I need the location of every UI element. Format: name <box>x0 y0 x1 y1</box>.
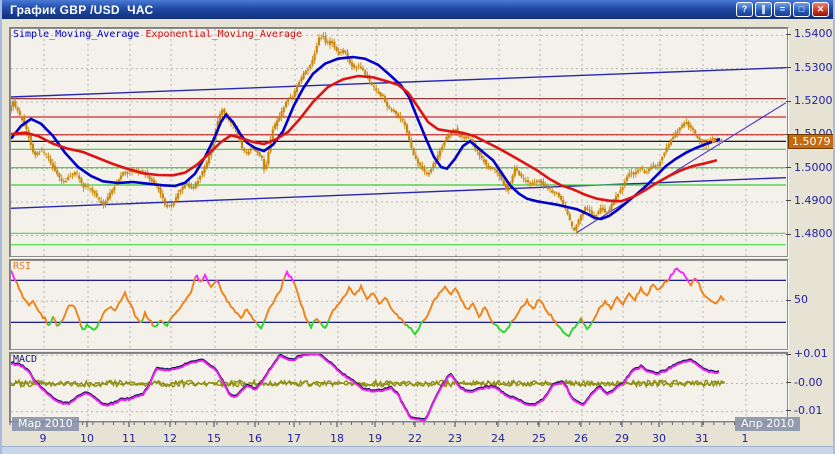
axis-tick <box>786 382 791 383</box>
day-label: 25 <box>532 432 546 445</box>
day-label: 19 <box>368 432 382 445</box>
price-axis-label: 1.4800 <box>786 227 833 240</box>
axis-tick <box>786 200 791 202</box>
axis-tick <box>786 410 791 412</box>
month-badge-april: Апр 2010 <box>735 417 801 431</box>
day-label: 24 <box>491 432 505 445</box>
macd-axis-label: +0.01 <box>786 347 828 360</box>
current-price-tag: 1.5079 <box>788 134 833 150</box>
macd-panel <box>9 352 789 423</box>
macd-axis-label: -0.01 <box>786 404 822 417</box>
axis-tick <box>786 100 791 102</box>
window-buttons: ? ∥ = □ ✕ <box>736 2 829 17</box>
price-axis-label: 1.4900 <box>786 194 833 207</box>
legend-sma-label: Simple_Moving_Average <box>13 29 140 40</box>
day-label: 26 <box>574 432 588 445</box>
month-badge-march: Мар 2010 <box>12 417 79 431</box>
day-label: 10 <box>80 432 94 445</box>
axis-tick <box>786 233 791 235</box>
indicator-legend: Simple_Moving_Average Exponential_Moving_… <box>13 29 302 40</box>
price-axis-label: 1.5200 <box>786 94 833 107</box>
price-axis-label: 1.5000 <box>786 161 833 174</box>
pause-button[interactable]: ∥ <box>755 2 772 17</box>
rsi-level-label: 50 <box>786 293 808 306</box>
axis-tick <box>786 299 791 301</box>
day-label: 1 <box>741 432 749 445</box>
day-label: 29 <box>615 432 629 445</box>
help-button[interactable]: ? <box>736 2 753 17</box>
rsi-canvas[interactable] <box>10 260 788 350</box>
axis-tick <box>786 67 791 69</box>
day-label: 15 <box>207 432 221 445</box>
window-title: График GBP /USD ЧАС <box>10 2 154 17</box>
day-label: 9 <box>39 432 47 445</box>
price-axis-label: 1.5400 <box>786 27 833 40</box>
main-chart-panel <box>9 27 789 258</box>
day-label: 11 <box>122 432 136 445</box>
axis-tick <box>786 33 791 35</box>
titlebar[interactable]: График GBP /USD ЧАС ? ∥ = □ ✕ <box>2 0 833 19</box>
main-chart-canvas[interactable] <box>10 28 788 257</box>
macd-label: MACD <box>13 354 38 365</box>
macd-axis-label: -0.00 <box>786 376 822 389</box>
day-label: 31 <box>695 432 709 445</box>
rsi-panel <box>9 259 789 351</box>
legend-ema-label: Exponential_Moving_Average <box>145 29 302 40</box>
day-label: 17 <box>287 432 301 445</box>
day-label: 16 <box>248 432 262 445</box>
window-bottom-edge[interactable] <box>2 446 833 454</box>
minimize-button[interactable]: = <box>774 2 791 17</box>
time-axis[interactable] <box>2 421 787 446</box>
axis-tick <box>786 167 791 169</box>
day-label: 23 <box>448 432 462 445</box>
rsi-label: RSI <box>13 261 32 272</box>
maximize-button[interactable]: □ <box>793 2 810 17</box>
price-axis-label: 1.5300 <box>786 61 833 74</box>
axis-tick <box>786 353 791 355</box>
day-label: 12 <box>163 432 177 445</box>
macd-canvas[interactable] <box>10 353 788 422</box>
day-label: 22 <box>408 432 422 445</box>
day-label: 18 <box>330 432 344 445</box>
day-label: 30 <box>652 432 666 445</box>
close-button[interactable]: ✕ <box>812 2 829 17</box>
